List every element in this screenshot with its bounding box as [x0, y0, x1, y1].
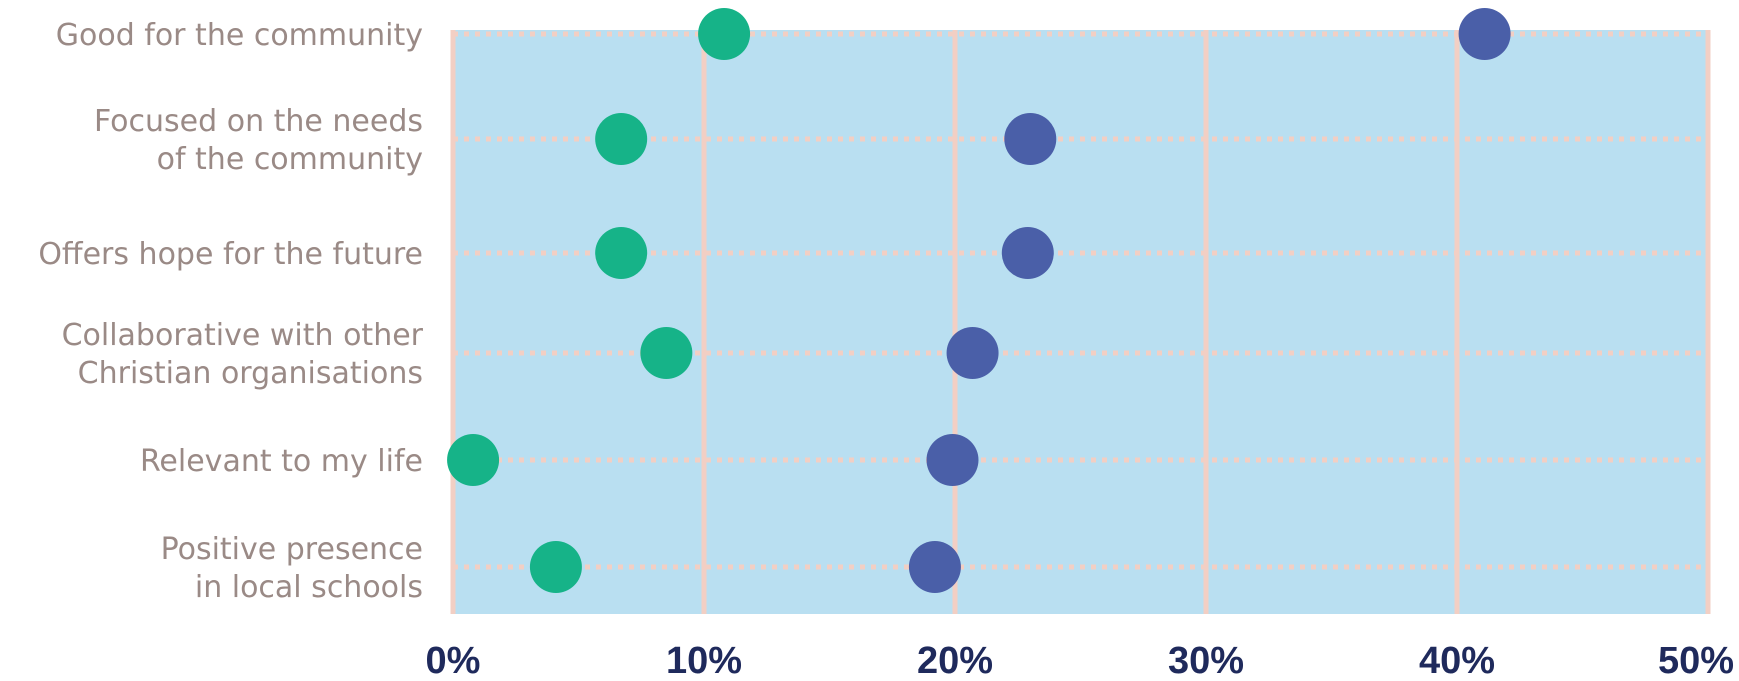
- data-point-series-2: [926, 434, 979, 486]
- category-label: Relevant to my life: [140, 444, 423, 479]
- category-label: in local schools: [195, 570, 423, 605]
- data-point-series-2: [946, 327, 999, 379]
- category-label: Christian organisations: [78, 356, 423, 391]
- plot-background: [453, 30, 1708, 614]
- x-tick-label: 30%: [1168, 640, 1244, 681]
- data-point-series-1: [595, 227, 648, 279]
- data-point-series-1: [529, 541, 582, 593]
- category-label: Focused on the needs: [94, 104, 423, 139]
- category-label: of the community: [157, 142, 423, 177]
- x-tick-label: 10%: [666, 640, 742, 681]
- category-label: Good for the community: [56, 18, 423, 53]
- data-point-series-2: [908, 541, 961, 593]
- category-labels: Good for the community Focused on the nee…: [38, 18, 423, 605]
- data-point-series-1: [698, 8, 751, 60]
- row-guide-lines: [453, 31, 1708, 570]
- category-label: Offers hope for the future: [38, 237, 423, 272]
- x-tick-label: 0%: [426, 640, 481, 681]
- category-label: Collaborative with other: [62, 318, 424, 353]
- x-axis-tick-labels: 0% 10% 20% 30% 40% 50%: [426, 640, 1734, 681]
- data-point-series-1: [640, 327, 693, 379]
- x-tick-label: 50%: [1658, 640, 1734, 681]
- x-tick-label: 40%: [1419, 640, 1495, 681]
- data-point-series-2: [1458, 8, 1511, 60]
- x-tick-label: 20%: [917, 640, 993, 681]
- grid-layer: [450, 30, 1711, 614]
- data-points: [447, 8, 1511, 593]
- data-point-series-1: [447, 434, 500, 486]
- data-point-series-2: [1004, 113, 1057, 165]
- category-label: Positive presence: [161, 532, 423, 567]
- data-point-series-1: [595, 113, 648, 165]
- data-point-series-2: [1001, 227, 1054, 279]
